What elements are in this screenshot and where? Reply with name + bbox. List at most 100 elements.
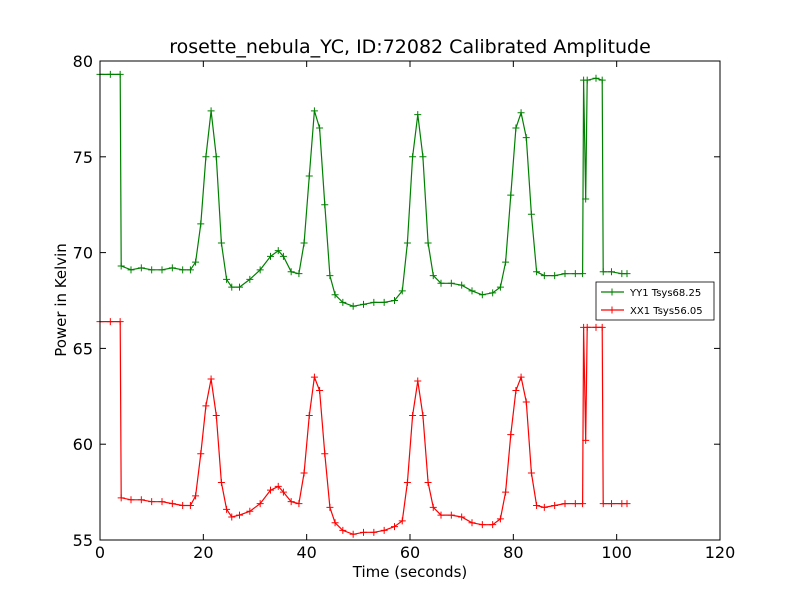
data-point-marker xyxy=(512,387,520,395)
data-point-marker xyxy=(458,281,466,289)
y-tick-label: 55 xyxy=(73,531,93,550)
data-point-marker xyxy=(582,436,590,444)
data-point-marker xyxy=(106,318,114,326)
legend: YY1 Tsys68.25 XX1 Tsys56.05 xyxy=(595,281,715,321)
data-point-marker xyxy=(598,323,606,331)
data-point-marker xyxy=(561,270,569,278)
data-point-marker xyxy=(419,411,427,419)
data-point-marker xyxy=(623,270,631,278)
data-point-marker xyxy=(360,528,367,536)
data-point-marker xyxy=(267,252,274,260)
x-tick-label: 20 xyxy=(193,543,213,562)
data-point-marker xyxy=(468,287,476,295)
data-point-marker xyxy=(512,124,520,132)
data-point-marker xyxy=(116,70,124,78)
x-tick-label: 60 xyxy=(400,543,420,562)
data-point-marker xyxy=(274,482,282,490)
data-point-marker xyxy=(489,289,497,297)
data-point-marker xyxy=(305,172,313,180)
data-point-marker xyxy=(496,515,504,523)
y-tick-label: 80 xyxy=(73,52,93,71)
data-point-marker xyxy=(228,513,236,521)
x-tick-label: 0 xyxy=(95,543,105,562)
data-point-marker xyxy=(117,494,125,502)
legend-label: YY1 Tsys68.25 xyxy=(629,288,701,299)
y-tick-label: 70 xyxy=(73,244,93,263)
data-point-marker xyxy=(217,479,225,487)
data-point-marker xyxy=(349,530,357,538)
data-point-marker xyxy=(403,239,411,247)
data-point-marker xyxy=(478,291,486,299)
data-point-marker xyxy=(571,500,579,508)
data-point-marker xyxy=(360,300,367,308)
legend-swatch-marker xyxy=(608,306,616,314)
data-point-marker xyxy=(331,291,339,299)
data-point-marker xyxy=(236,283,243,291)
y-axis-label: Power in Kelvin xyxy=(52,243,70,357)
data-point-marker xyxy=(287,268,295,276)
data-point-marker xyxy=(391,297,398,304)
data-point-marker xyxy=(186,502,194,510)
plot-frame xyxy=(99,60,721,541)
data-point-marker xyxy=(370,528,378,536)
data-point-marker xyxy=(540,503,548,511)
data-point-marker xyxy=(197,450,205,458)
data-point-marker xyxy=(409,411,417,419)
data-point-marker xyxy=(158,266,166,274)
data-point-marker xyxy=(310,373,318,381)
data-point-marker xyxy=(339,526,347,534)
data-point-marker xyxy=(582,195,590,203)
data-point-marker xyxy=(502,488,510,496)
data-point-marker xyxy=(326,272,334,280)
data-point-marker xyxy=(507,191,515,199)
data-point-marker xyxy=(212,411,220,419)
data-point-marker xyxy=(295,270,303,278)
series-layer xyxy=(96,70,631,538)
data-point-marker xyxy=(608,268,615,276)
data-point-marker xyxy=(158,498,166,506)
data-point-marker xyxy=(561,500,569,508)
data-point-marker xyxy=(468,519,476,527)
data-point-marker xyxy=(592,74,600,82)
data-point-marker xyxy=(579,500,587,508)
data-point-marker xyxy=(583,76,591,84)
data-point-marker xyxy=(202,402,210,410)
data-point-marker xyxy=(583,323,591,331)
data-point-marker xyxy=(419,153,427,161)
data-point-marker xyxy=(223,505,231,513)
data-point-marker xyxy=(321,450,329,458)
data-point-marker xyxy=(300,469,308,477)
data-point-marker xyxy=(380,298,388,306)
data-point-marker xyxy=(517,373,525,381)
data-point-marker xyxy=(522,134,530,142)
data-point-marker xyxy=(551,272,559,280)
data-point-marker xyxy=(424,479,432,487)
x-axis-label: Time (seconds) xyxy=(352,563,468,581)
data-point-marker xyxy=(598,76,606,84)
data-point-marker xyxy=(316,387,324,395)
data-point-marker xyxy=(414,377,422,385)
data-point-marker xyxy=(551,502,559,510)
legend-label: XX1 Tsys56.05 xyxy=(630,306,703,317)
x-tick-label: 120 xyxy=(705,543,736,562)
data-point-marker xyxy=(300,239,308,247)
data-point-marker xyxy=(148,498,156,506)
data-point-marker xyxy=(236,511,243,519)
data-point-marker xyxy=(339,298,347,306)
data-point-marker xyxy=(117,262,125,270)
data-point-marker xyxy=(517,109,525,117)
data-point-marker xyxy=(116,318,124,326)
data-point-marker xyxy=(429,272,437,280)
data-point-marker xyxy=(274,247,282,255)
data-point-marker xyxy=(326,503,334,511)
series-0 xyxy=(96,70,631,310)
data-point-marker xyxy=(228,283,236,291)
data-point-marker xyxy=(267,486,274,494)
data-point-marker xyxy=(447,511,455,519)
data-point-marker xyxy=(310,107,318,115)
data-point-marker xyxy=(599,268,607,276)
data-point-marker xyxy=(599,500,607,508)
data-point-marker xyxy=(437,511,445,519)
data-point-marker xyxy=(192,258,200,266)
data-point-marker xyxy=(592,323,600,331)
